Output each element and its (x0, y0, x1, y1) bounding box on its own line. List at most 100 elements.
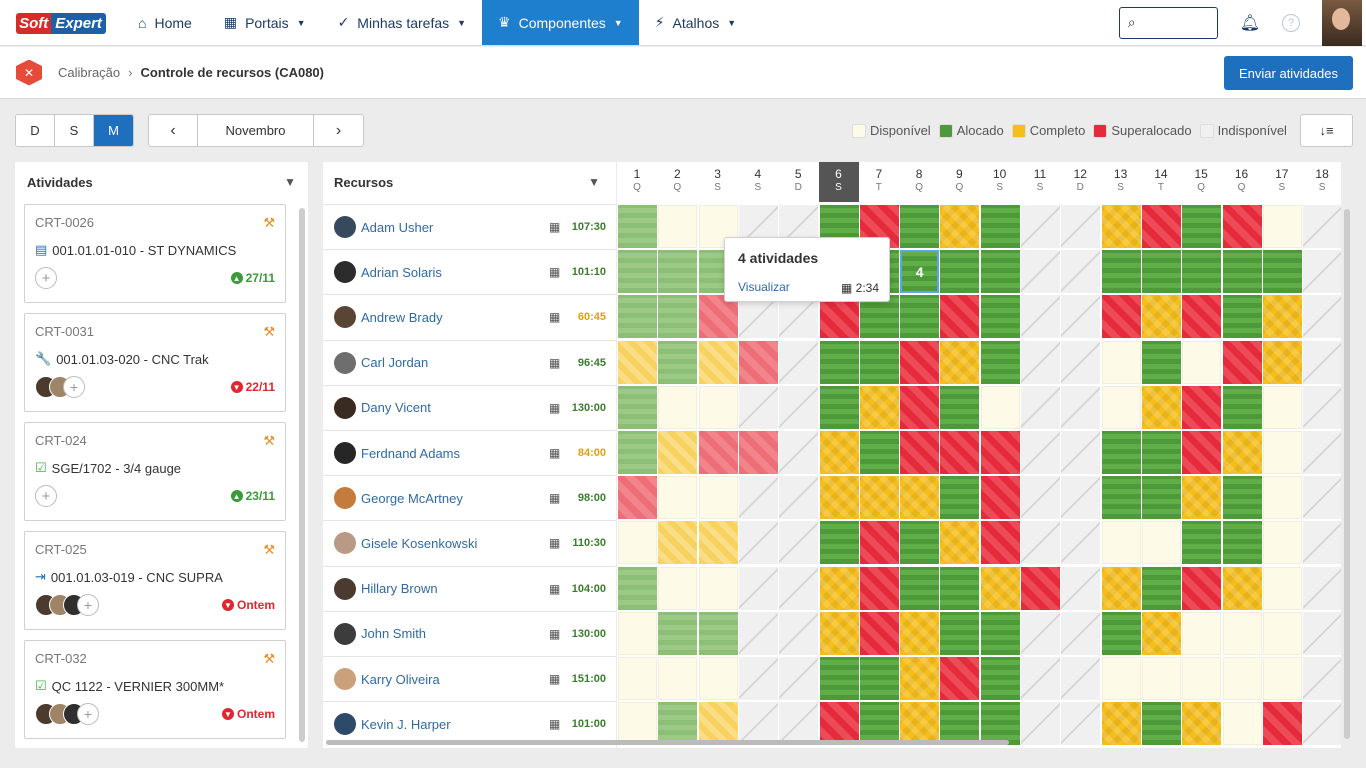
cell-allocated[interactable] (859, 295, 899, 339)
cell-unavailable[interactable] (779, 657, 819, 700)
cell-available[interactable] (1182, 611, 1222, 655)
cell-unavailable[interactable] (1021, 250, 1060, 294)
cell-complete[interactable] (698, 340, 738, 384)
cell-unavailable[interactable] (1303, 611, 1341, 655)
cell-complete[interactable] (859, 476, 899, 520)
next-month-button[interactable]: › (314, 115, 363, 146)
cell-complete[interactable] (1262, 340, 1302, 384)
cell-allocated[interactable] (1182, 250, 1222, 294)
cell-unavailable[interactable] (738, 476, 778, 520)
cell-available[interactable] (658, 476, 698, 520)
cell-available[interactable] (1222, 657, 1262, 700)
cell-overallocated[interactable] (698, 295, 738, 339)
cell-allocated[interactable] (618, 431, 657, 474)
cell-allocated[interactable] (940, 566, 980, 610)
cell-unavailable[interactable] (1021, 340, 1060, 384)
cell-unavailable[interactable] (779, 295, 819, 339)
cell-complete[interactable] (900, 657, 940, 700)
cell-complete[interactable] (819, 431, 859, 474)
cell-overallocated[interactable] (980, 476, 1020, 520)
cell-unavailable[interactable] (1303, 385, 1341, 429)
resource-name[interactable]: Adrian Solaris (361, 264, 442, 280)
cell-allocated[interactable] (658, 702, 698, 746)
cell-complete[interactable] (819, 611, 859, 655)
cell-unavailable[interactable] (779, 521, 819, 565)
cell-complete[interactable] (819, 566, 859, 610)
cell-complete[interactable] (1222, 431, 1262, 474)
cell-complete[interactable] (1182, 476, 1222, 520)
cell-available[interactable] (1101, 385, 1141, 429)
calendar-icon[interactable]: ▦ (549, 220, 561, 234)
resource-row[interactable]: Adrian Solaris ▦ 101:10 (323, 249, 616, 294)
cell-unavailable[interactable] (1061, 702, 1101, 746)
cell-unavailable[interactable] (1303, 521, 1341, 565)
cell-available[interactable] (658, 657, 698, 700)
assigned-avatars[interactable]: + (35, 376, 85, 398)
cell-unavailable[interactable] (1061, 250, 1101, 294)
cell-unavailable[interactable] (738, 702, 778, 746)
cell-allocated[interactable] (900, 521, 940, 565)
cell-overallocated[interactable] (900, 431, 940, 474)
cell-overallocated[interactable] (1182, 431, 1222, 474)
cell-overallocated[interactable] (698, 431, 738, 474)
calendar-icon[interactable]: ▦ (549, 536, 561, 551)
cell-unavailable[interactable] (779, 566, 819, 610)
resource-name[interactable]: John Smith (361, 626, 427, 642)
cell-overallocated[interactable] (980, 431, 1020, 474)
cell-allocated[interactable] (819, 521, 859, 565)
assigned-avatars[interactable]: + (35, 594, 99, 616)
resource-row[interactable]: George McArtney ▦ 98:00 (323, 475, 616, 520)
resource-row[interactable]: Kevin J. Harper ▦ 101:00 (323, 701, 616, 746)
cell-overallocated[interactable] (940, 431, 980, 474)
cell-overallocated[interactable] (859, 521, 899, 565)
cell-allocated[interactable] (1222, 295, 1262, 339)
cell-allocated[interactable] (1141, 431, 1181, 474)
resource-row[interactable]: Gisele Kosenkowski ▦ 110:30 (323, 520, 616, 565)
cell-allocated[interactable] (1141, 702, 1181, 746)
cell-unavailable[interactable] (779, 385, 819, 429)
cell-overallocated[interactable] (859, 566, 899, 610)
cell-available[interactable] (980, 385, 1020, 429)
cell-unavailable[interactable] (1061, 611, 1101, 655)
resource-row[interactable]: Carl Jordan ▦ 96:45 (323, 339, 616, 385)
activity-card[interactable]: CRT-0031 ⚒ 🔧 001.01.03-020 - CNC Trak + ▼ 22/1… (24, 313, 286, 412)
calendar-icon[interactable]: ▦ (549, 626, 561, 641)
cell-available[interactable] (1262, 611, 1302, 655)
cell-unavailable[interactable] (1303, 476, 1341, 520)
cell-available[interactable] (1141, 521, 1181, 565)
resource-name[interactable]: Gisele Kosenkowski (361, 535, 478, 551)
filter-icon[interactable]: ▼ (588, 175, 600, 189)
resource-row[interactable]: Adam Usher ▦ 107:30 (323, 204, 616, 249)
cell-overallocated[interactable] (1182, 566, 1222, 610)
cell-allocated[interactable] (819, 340, 859, 384)
cell-complete[interactable] (859, 385, 899, 429)
add-resource-button[interactable]: + (77, 703, 99, 725)
add-resource-button[interactable]: + (35, 485, 57, 507)
cell-complete[interactable] (940, 205, 980, 248)
cell-unavailable[interactable] (1021, 657, 1060, 700)
nav-minhas-tarefas[interactable]: ✓ Minhas tarefas ▼ (322, 0, 482, 45)
activity-card[interactable]: CRT-0026 ⚒ ▤ 001.01.01-010 - ST DYNAMICS + ▲ 2… (24, 204, 286, 303)
cell-allocated[interactable] (1222, 385, 1262, 429)
cell-unavailable[interactable] (1021, 611, 1060, 655)
cell-allocated[interactable] (1101, 611, 1141, 655)
cell-overallocated[interactable] (819, 295, 859, 339)
cell-overallocated[interactable] (1021, 566, 1060, 610)
cell-overallocated[interactable] (1182, 295, 1222, 339)
cell-overallocated[interactable] (738, 340, 778, 384)
cell-allocated[interactable] (980, 657, 1020, 700)
cell-allocated[interactable] (1222, 476, 1262, 520)
resource-name[interactable]: Dany Vicent (361, 400, 431, 416)
calendar-icon[interactable]: ▦ (549, 446, 561, 460)
nav-home[interactable]: ⌂ Home (122, 0, 208, 45)
cell-unavailable[interactable] (1021, 431, 1060, 474)
cell-unavailable[interactable] (1021, 295, 1060, 339)
cell-allocated[interactable] (658, 250, 698, 294)
softexpert-logo[interactable]: Soft Expert (0, 0, 122, 46)
activity-card[interactable]: CRT-024 ⚒ ☑ SGE/1702 - 3/4 gauge + ▲ 23/11 (24, 422, 286, 521)
cell-available[interactable] (1101, 657, 1141, 700)
cell-allocated[interactable] (940, 250, 980, 294)
cell-allocated[interactable] (1222, 521, 1262, 565)
cell-allocated[interactable] (859, 702, 899, 746)
tooltip-view-link[interactable]: Visualizar (738, 280, 790, 294)
